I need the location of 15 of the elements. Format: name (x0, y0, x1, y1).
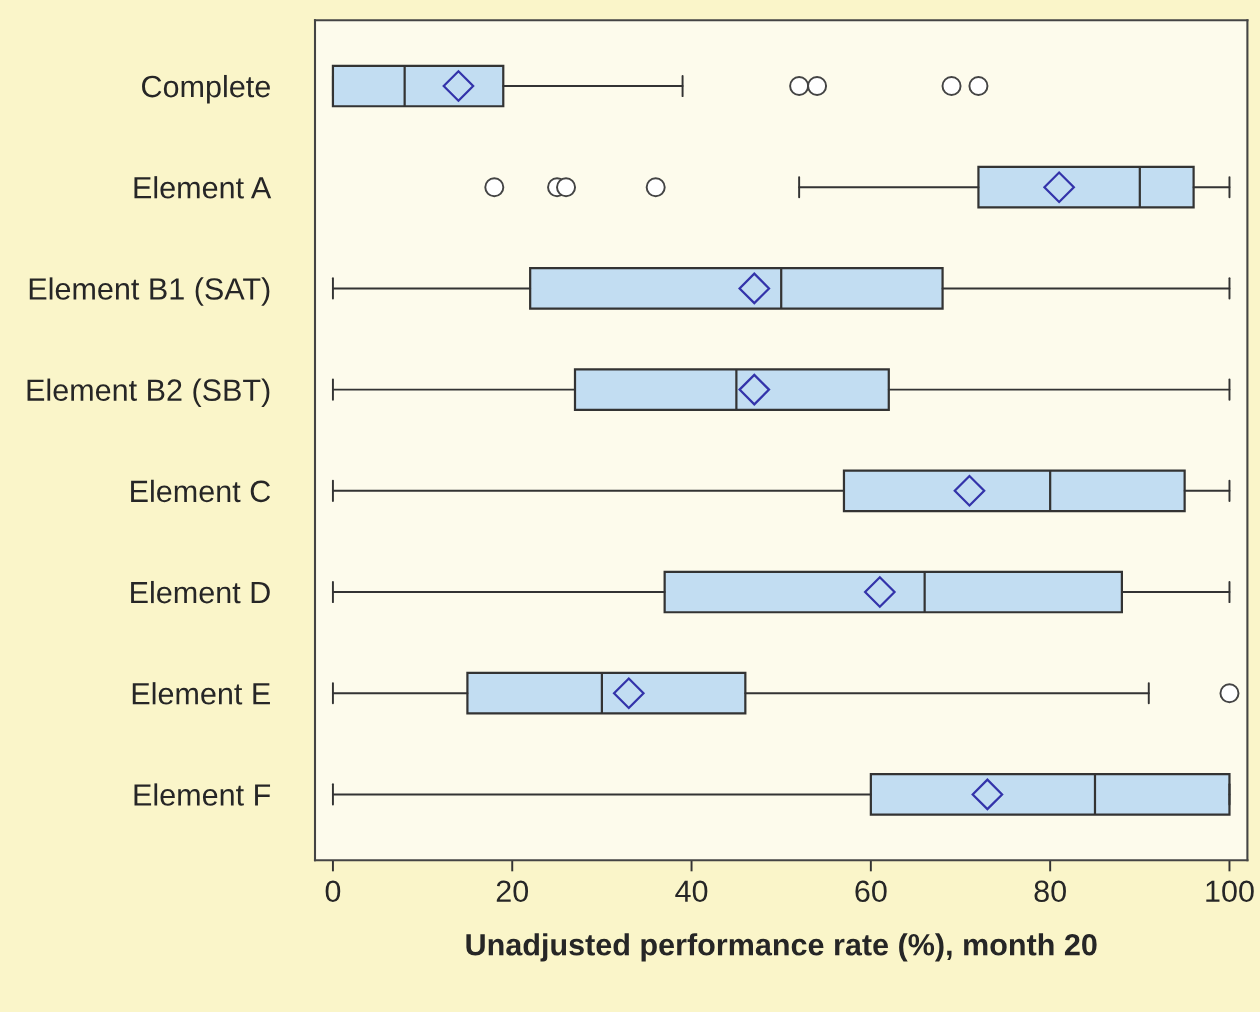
y-tick-label: Element E (132, 682, 270, 705)
x-tick-label: 0 (325, 880, 341, 903)
y-tick-label: Element B2 (SBT) (27, 378, 270, 408)
y-tick-label: Element C (131, 479, 271, 503)
x-tick-label: 80 (1034, 880, 1066, 903)
x-axis-title: Unadjusted performance rate (%), month 20 (466, 933, 1097, 962)
x-tick-label: 20 (496, 880, 529, 903)
y-tick-label: Complete (142, 74, 270, 104)
y-tick-label: Element D (131, 580, 270, 604)
y-tick-label: Element A (134, 176, 272, 199)
x-tick-label: 60 (855, 880, 887, 903)
x-tick-label: 100 (1206, 880, 1254, 903)
y-tick-label: Element B1 (SAT) (29, 277, 270, 306)
y-tick-label: Element F (134, 783, 271, 806)
x-tick-label: 40 (675, 880, 708, 903)
